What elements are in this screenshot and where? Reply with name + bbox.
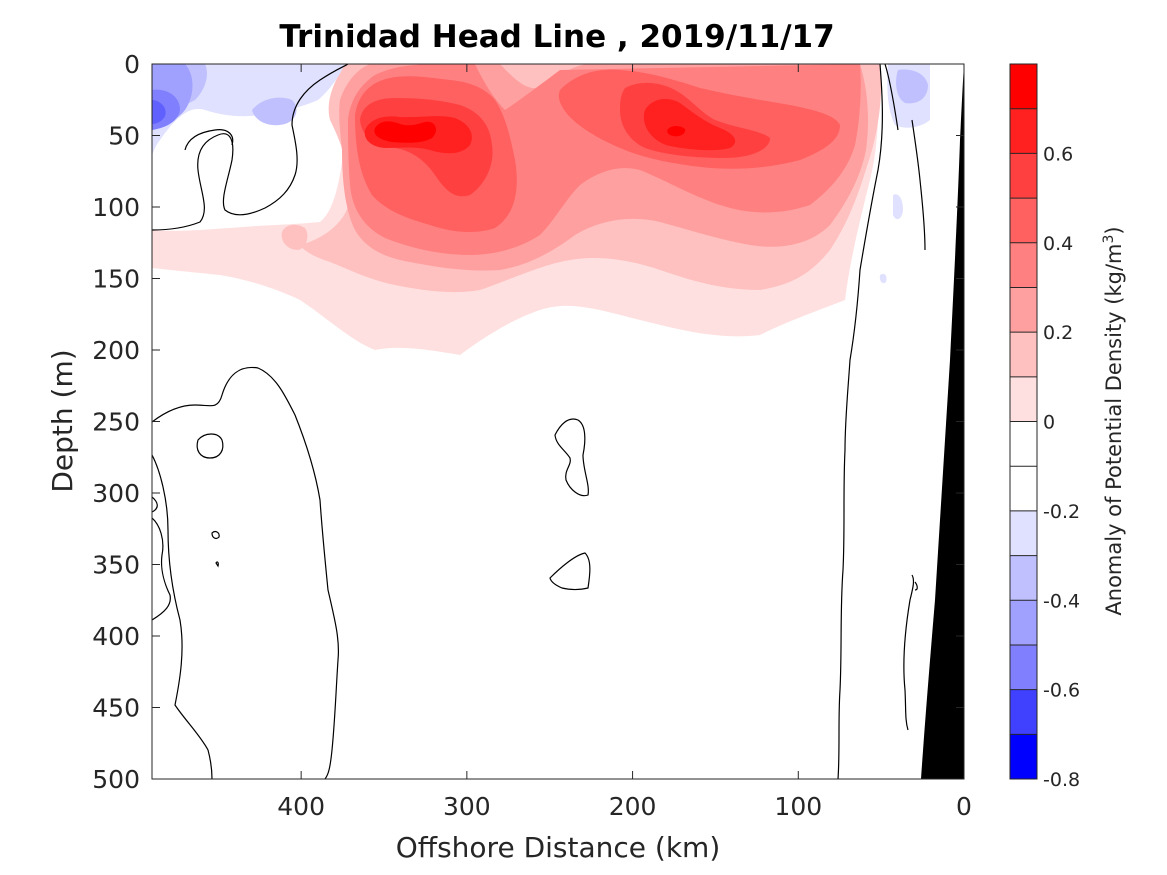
zero-contour-west-inner: [184, 129, 234, 151]
y-tick-label: 500: [92, 765, 140, 794]
colorbar-label-main: Anomaly of Potential Density (kg/m: [1102, 244, 1126, 616]
colorbar-tick-label: -0.4: [1043, 590, 1080, 612]
zero-contour-coastal-tick: [914, 581, 918, 591]
y-axis-label: Depth (m): [46, 349, 79, 492]
colorbar-segment: [1010, 64, 1037, 110]
y-axis: 0 50 100 150 200 250 300 350 400 450 500: [92, 50, 964, 794]
y-tick-label: 200: [92, 336, 140, 365]
x-axis-label: Offshore Distance (km): [396, 831, 721, 864]
colorbar: 0.6 0.4 0.2 0 -0.2 -0.4 -0.6 -0.8: [1009, 63, 1080, 791]
zero-contours: [152, 64, 926, 779]
neg-band-west-spot: [252, 97, 297, 126]
x-tick-label: 300: [443, 792, 491, 821]
x-axis: 400 300 200 100 0: [277, 64, 972, 821]
colorbar-segment: [1010, 555, 1037, 601]
y-tick-label: 400: [92, 622, 140, 651]
colorbar-segment: [1010, 242, 1037, 288]
colorbar-tick-label: -0.8: [1043, 769, 1080, 791]
x-tick-label: 100: [774, 792, 822, 821]
colorbar-tick-label: -0.6: [1043, 680, 1080, 702]
band-0.7-east: [643, 98, 736, 151]
neg-band-surface-west-5: [152, 100, 166, 124]
colorbar-segment: [1010, 332, 1037, 378]
y-tick-label: 150: [92, 265, 140, 294]
colorbar-frame: [1009, 63, 1038, 780]
y-tick-label: 0: [124, 50, 140, 79]
y-tick-label: 450: [92, 694, 140, 723]
colorbar-tick-label: 0.6: [1043, 143, 1073, 165]
x-tick-label: 400: [277, 792, 325, 821]
zero-contour-coastal-lower: [903, 574, 915, 731]
zero-contour-west-lower: [152, 517, 171, 621]
zero-contour-loop-1: [196, 433, 224, 459]
zero-contour-east-2: [884, 64, 899, 131]
zero-contour-west-edge: [152, 496, 158, 513]
neg-band-coastal-spot: [893, 194, 903, 220]
neg-band-coastal-2: [896, 69, 928, 104]
colorbar-tick-label: 0.2: [1043, 322, 1073, 344]
x-tick-label: 0: [956, 792, 972, 821]
band-0.8-west: [374, 121, 436, 143]
zero-contour-mid-loop-1: [554, 418, 589, 497]
colorbar-segment: [1010, 600, 1037, 646]
colorbar-label-superscript: 3: [1101, 235, 1117, 244]
chart-title: Trinidad Head Line , 2019/11/17: [279, 19, 834, 55]
zero-contour-east: [837, 64, 883, 779]
neg-band-coastal-spot2: [879, 273, 887, 284]
band-0.8-east: [667, 126, 686, 137]
bathymetry-wedge: [921, 64, 964, 779]
colorbar-segment: [1010, 734, 1037, 780]
colorbar-segment: [1010, 376, 1037, 422]
zero-contour-deep-west: [152, 366, 340, 779]
colorbar-segment: [1010, 510, 1037, 557]
colorbar-segment: [1010, 689, 1037, 735]
y-tick-label: 50: [108, 122, 140, 151]
zero-contour-west-bottom: [152, 454, 213, 779]
zero-contour-loop-2: [211, 531, 220, 539]
y-tick-label: 250: [92, 408, 140, 437]
colorbar-tick-label: 0.4: [1043, 233, 1073, 255]
band-0.2-spot: [281, 224, 308, 250]
colorbar-label-suffix: ): [1102, 226, 1126, 234]
colorbar-segment: [1010, 466, 1037, 512]
zero-contour-coastal: [911, 119, 926, 251]
colorbar-segment: [1010, 644, 1037, 691]
colorbar-tick-label: 0: [1043, 412, 1055, 434]
colorbar-tick-label: -0.2: [1043, 501, 1080, 523]
zero-contour-west-upper: [152, 64, 349, 231]
colorbar-segment: [1010, 153, 1037, 199]
colorbar-segment: [1010, 198, 1037, 244]
x-tick-label: 200: [609, 792, 657, 821]
y-tick-label: 350: [92, 551, 140, 580]
y-tick-label: 300: [92, 479, 140, 508]
contour-fills: [152, 64, 964, 779]
colorbar-segment: [1010, 108, 1037, 154]
y-tick-label: 100: [92, 193, 140, 222]
colorbar-segment: [1010, 287, 1037, 333]
colorbar-segment: [1010, 421, 1037, 467]
zero-contour-loop-3: [215, 561, 219, 568]
colorbar-label: Anomaly of Potential Density (kg/m3): [1101, 226, 1126, 615]
zero-contour-mid-loop-2: [549, 552, 591, 591]
